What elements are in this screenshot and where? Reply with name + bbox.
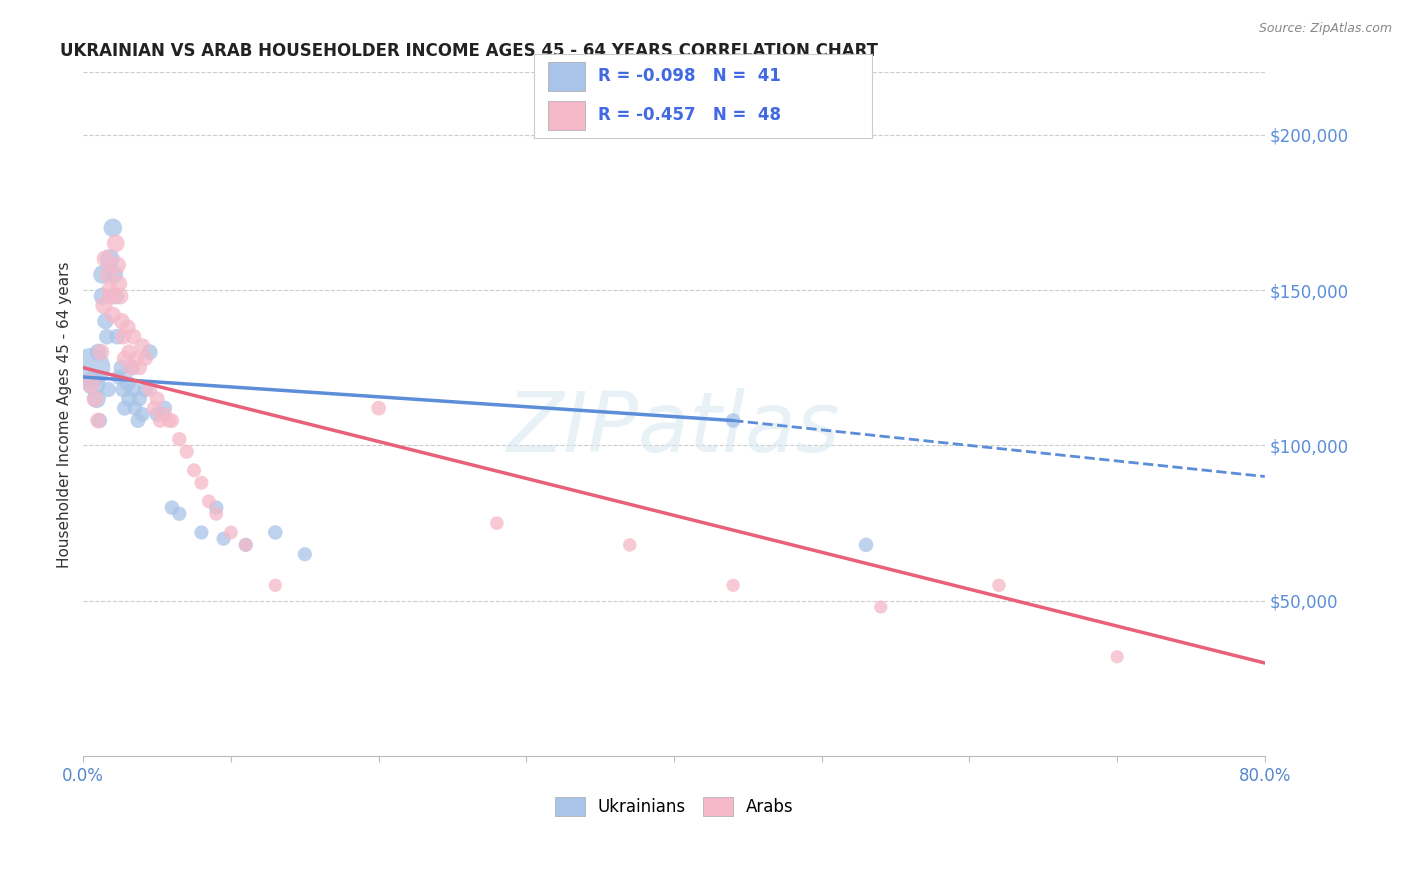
Point <box>153 401 176 416</box>
Point <box>114 401 136 416</box>
Point <box>117 376 139 391</box>
Point <box>84 392 107 406</box>
Point <box>120 360 142 375</box>
Point <box>83 376 105 391</box>
Point <box>101 308 124 322</box>
Point <box>97 268 120 282</box>
Point <box>219 525 242 540</box>
Point <box>160 413 183 427</box>
Point <box>367 401 389 416</box>
Point <box>89 413 111 427</box>
Point <box>176 444 198 458</box>
Y-axis label: Householder Income Ages 45 - 64 years: Householder Income Ages 45 - 64 years <box>58 261 72 567</box>
Point <box>149 413 172 427</box>
Text: R = -0.457   N =  48: R = -0.457 N = 48 <box>599 106 782 124</box>
Point <box>190 475 212 490</box>
Text: Source: ZipAtlas.com: Source: ZipAtlas.com <box>1258 22 1392 36</box>
Point <box>183 463 205 477</box>
Point <box>107 370 129 384</box>
Bar <box>548 62 585 91</box>
Point <box>105 258 128 272</box>
Point <box>128 360 150 375</box>
Point <box>101 220 124 235</box>
Point <box>104 236 127 251</box>
Point <box>619 538 641 552</box>
Point <box>121 360 143 375</box>
Point <box>87 413 110 427</box>
Point <box>94 314 117 328</box>
Point <box>169 432 191 446</box>
Point <box>721 413 744 427</box>
Point <box>146 392 169 406</box>
Point <box>869 600 891 615</box>
Point <box>124 401 146 416</box>
Point <box>122 383 145 397</box>
Point <box>127 413 149 427</box>
Point <box>153 408 176 422</box>
Point <box>100 289 122 303</box>
Point <box>169 507 191 521</box>
Point <box>125 351 148 366</box>
Point <box>128 392 150 406</box>
Point <box>98 252 121 266</box>
Point <box>294 547 316 561</box>
Point <box>160 500 183 515</box>
Point <box>103 268 125 282</box>
Point <box>212 532 235 546</box>
Point <box>96 329 118 343</box>
Point <box>117 320 139 334</box>
Point <box>104 289 127 303</box>
Point <box>134 383 156 397</box>
Point <box>79 360 101 375</box>
Point <box>90 345 112 359</box>
Point <box>118 345 141 359</box>
Point <box>139 383 162 397</box>
Point <box>485 516 508 530</box>
Point <box>190 525 212 540</box>
Point <box>205 500 228 515</box>
Point <box>79 376 101 391</box>
Bar <box>548 101 585 130</box>
Point <box>122 329 145 343</box>
Point <box>205 507 228 521</box>
Text: ZIPatlas: ZIPatlas <box>508 387 841 468</box>
Point <box>235 538 257 552</box>
Point <box>107 277 129 291</box>
Text: UKRAINIAN VS ARAB HOUSEHOLDER INCOME AGES 45 - 64 YEARS CORRELATION CHART: UKRAINIAN VS ARAB HOUSEHOLDER INCOME AGE… <box>59 42 877 60</box>
Point <box>86 392 108 406</box>
Point <box>114 351 136 366</box>
Point <box>139 345 162 359</box>
Legend: Ukrainians, Arabs: Ukrainians, Arabs <box>548 790 800 823</box>
Point <box>264 525 287 540</box>
Point <box>198 494 221 508</box>
Point <box>112 329 135 343</box>
Point <box>87 345 110 359</box>
Point <box>721 578 744 592</box>
Point <box>91 289 114 303</box>
Point <box>134 351 156 366</box>
Point <box>131 408 153 422</box>
Point <box>855 538 877 552</box>
Point <box>91 268 114 282</box>
Point <box>94 252 117 266</box>
Point <box>235 538 257 552</box>
Point <box>112 383 135 397</box>
Text: R = -0.098   N =  41: R = -0.098 N = 41 <box>599 68 782 86</box>
Point <box>146 408 169 422</box>
Point <box>988 578 1011 592</box>
Point <box>98 283 121 297</box>
Point <box>111 314 134 328</box>
Point <box>105 329 128 343</box>
Point <box>118 392 141 406</box>
Point <box>157 413 180 427</box>
Point <box>97 383 120 397</box>
Point <box>143 401 166 416</box>
Point <box>110 289 132 303</box>
Point <box>264 578 287 592</box>
Point <box>93 299 115 313</box>
Point <box>1107 649 1129 664</box>
Point <box>111 360 134 375</box>
Point <box>131 339 153 353</box>
